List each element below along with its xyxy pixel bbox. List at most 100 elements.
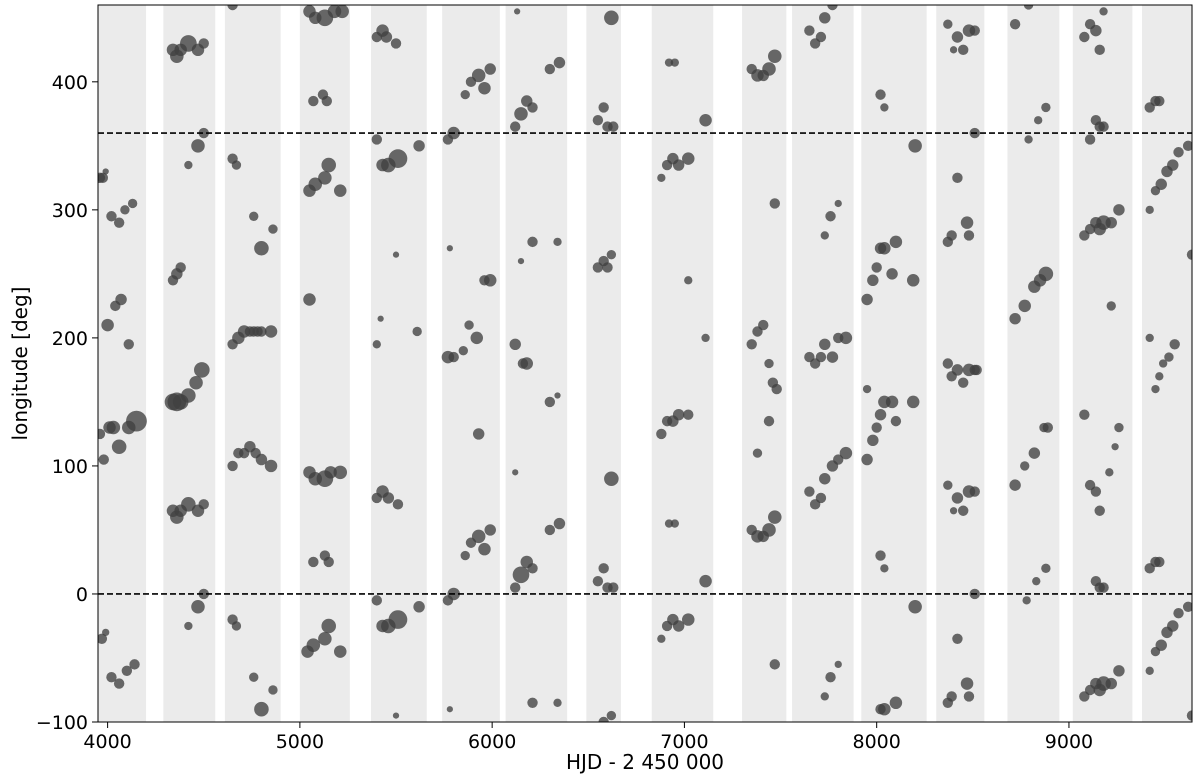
data-point (746, 339, 757, 350)
data-point (448, 351, 459, 363)
data-point (1167, 159, 1179, 171)
data-point (371, 134, 382, 145)
data-point (308, 95, 319, 107)
data-point (254, 240, 269, 256)
data-point (804, 486, 815, 497)
data-point (815, 351, 827, 363)
data-point (121, 665, 133, 676)
data-point (1041, 563, 1051, 574)
data-point (101, 318, 114, 332)
data-point (949, 46, 958, 54)
data-point (189, 375, 203, 390)
data-point (527, 697, 538, 708)
data-point (412, 326, 422, 337)
data-point (333, 465, 348, 480)
data-point (969, 25, 980, 36)
data-point (815, 31, 827, 43)
data-point (804, 25, 815, 36)
data-point (969, 486, 980, 497)
data-point (249, 672, 259, 682)
data-point (377, 315, 384, 322)
data-point (1145, 333, 1154, 343)
data-point (861, 453, 873, 466)
x-tick-label: 6000 (468, 731, 516, 753)
data-point (1173, 607, 1184, 619)
data-point (764, 358, 774, 369)
data-point (98, 633, 108, 644)
data-point (1111, 443, 1119, 451)
data-point (819, 12, 831, 24)
data-point (960, 677, 974, 690)
data-point (111, 439, 127, 455)
data-points (98, 5, 1192, 722)
data-point (514, 8, 521, 15)
x-tick-label: 5000 (276, 731, 324, 753)
data-point (1145, 205, 1154, 215)
data-point (825, 671, 836, 683)
data-point (460, 550, 470, 561)
data-point (839, 331, 853, 345)
data-point (592, 575, 604, 587)
data-point (598, 716, 609, 722)
data-point (335, 5, 349, 19)
data-point (889, 696, 903, 710)
data-point (113, 217, 125, 228)
data-point (198, 499, 209, 510)
data-point (958, 505, 969, 516)
season-band (742, 5, 787, 722)
data-point (880, 103, 889, 112)
data-point (98, 172, 109, 184)
data-point (127, 198, 138, 209)
data-point (701, 333, 710, 343)
data-point (890, 415, 902, 427)
data-point (762, 62, 776, 76)
data-point (184, 621, 193, 631)
data-point (867, 274, 879, 286)
data-point (198, 588, 209, 600)
data-point (598, 102, 609, 113)
plot-frame (97, 4, 1193, 723)
data-point (943, 19, 953, 29)
data-point (1113, 665, 1125, 677)
y-tick-label: −100 (36, 712, 88, 734)
data-point (413, 140, 425, 152)
data-point (951, 31, 964, 43)
data-point (334, 645, 347, 658)
season-band (163, 5, 216, 722)
data-point (175, 262, 186, 273)
data-point (1098, 582, 1109, 593)
data-point (1094, 505, 1105, 516)
data-point (952, 633, 963, 644)
data-point (256, 326, 267, 337)
data-point (123, 339, 134, 350)
data-point (1158, 359, 1168, 368)
data-point (657, 634, 666, 643)
data-point (553, 698, 562, 707)
data-point (106, 671, 117, 683)
data-point (472, 428, 485, 440)
data-point (664, 519, 674, 528)
data-point (1009, 312, 1021, 325)
data-point (460, 89, 470, 100)
data-point (249, 211, 259, 221)
data-point (1105, 216, 1117, 229)
data-point (656, 428, 667, 440)
data-point (446, 245, 453, 252)
data-point (771, 383, 782, 395)
data-point (382, 492, 395, 504)
data-point (1084, 134, 1096, 145)
data-point (768, 49, 782, 63)
data-point (906, 274, 920, 287)
data-point (952, 172, 963, 184)
data-point (227, 5, 238, 11)
data-point (1167, 620, 1179, 632)
data-point (878, 702, 891, 716)
data-point (1173, 147, 1184, 158)
data-point (684, 276, 693, 285)
data-point (1028, 447, 1041, 459)
data-point (321, 157, 337, 173)
data-point (1041, 102, 1051, 113)
data-point (458, 346, 468, 356)
data-point (380, 31, 393, 43)
data-point (1042, 422, 1053, 433)
